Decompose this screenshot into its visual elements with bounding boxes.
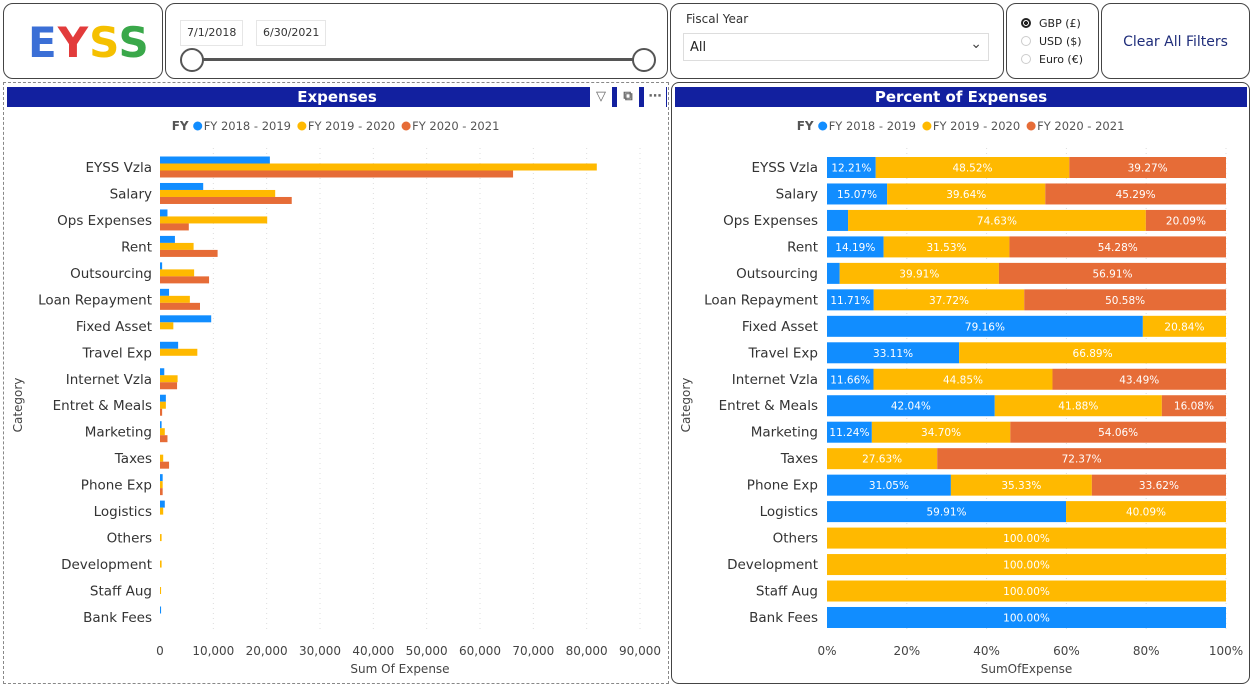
- currency-option-euro[interactable]: Euro (€): [1021, 50, 1098, 68]
- expenses-visual: [3, 82, 669, 684]
- chart-title: Expenses: [297, 88, 377, 106]
- slider-track[interactable]: [192, 58, 644, 61]
- clear-all-filters-button[interactable]: Clear All Filters: [1101, 3, 1250, 79]
- currency-option-gbp[interactable]: GBP (£): [1021, 14, 1098, 32]
- logo-letter: E: [28, 18, 58, 67]
- option-label: USD ($): [1039, 34, 1082, 48]
- end-date-input[interactable]: 6/30/2021: [256, 20, 327, 46]
- date-range-slicer[interactable]: 7/1/2018 6/30/2021: [165, 3, 668, 79]
- start-date-input[interactable]: 7/1/2018: [180, 20, 244, 46]
- fiscal-year-slicer: Fiscal Year All ⌄: [670, 3, 1004, 79]
- logo-letter: S: [118, 18, 150, 67]
- radio-icon: [1021, 36, 1031, 46]
- percent-title: Percent of Expenses: [675, 87, 1247, 107]
- logo-letter: S: [89, 18, 119, 67]
- chevron-down-icon: ⌄: [970, 36, 982, 52]
- logo-letter: Y: [57, 18, 90, 67]
- slider-start-handle[interactable]: [180, 48, 204, 72]
- option-label: Euro (€): [1039, 52, 1084, 66]
- percent-visual: [671, 82, 1250, 684]
- radio-icon: [1021, 54, 1031, 64]
- filter-icon[interactable]: ▽: [587, 87, 612, 107]
- slider-end-handle[interactable]: [632, 48, 656, 72]
- fiscal-year-label: Fiscal Year: [686, 12, 749, 26]
- option-label: GBP (£): [1039, 16, 1081, 30]
- fiscal-year-dropdown[interactable]: All ⌄: [683, 33, 989, 61]
- chart-title: Percent of Expenses: [874, 88, 1048, 106]
- more-options-icon[interactable]: ⋯: [641, 87, 666, 107]
- expenses-title: Expenses ▽ ⧉ ⋯: [7, 87, 667, 107]
- eyss-logo: EYSS: [28, 18, 150, 67]
- radio-icon: [1021, 18, 1031, 28]
- clear-filters-label: Clear All Filters: [1123, 34, 1228, 50]
- currency-slicer: GBP (£) USD ($) Euro (€): [1006, 3, 1099, 79]
- logo-panel: EYSS: [3, 3, 163, 79]
- fiscal-year-value: All: [690, 40, 707, 55]
- focus-mode-icon[interactable]: ⧉: [614, 87, 639, 107]
- currency-option-usd[interactable]: USD ($): [1021, 32, 1098, 50]
